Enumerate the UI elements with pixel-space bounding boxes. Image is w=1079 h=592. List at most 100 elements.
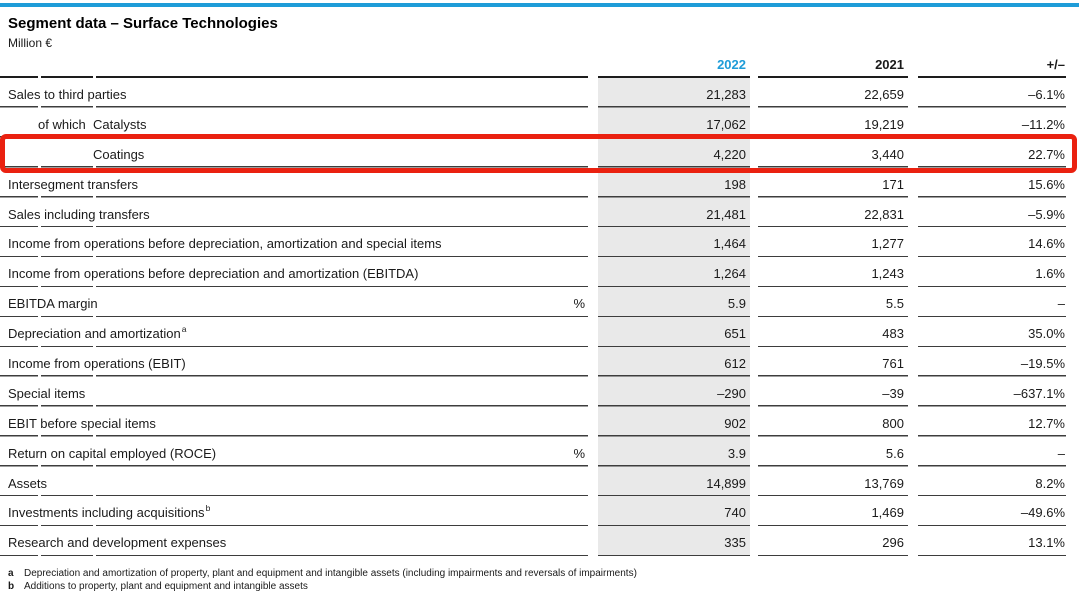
footnote-a-marker: a xyxy=(8,568,14,579)
row-value-change: –5.9% xyxy=(918,197,1066,228)
footnote-b-marker: b xyxy=(8,580,15,592)
row-label-cell: Sales including transfers xyxy=(0,197,588,228)
row-value-2021: 171 xyxy=(758,167,908,198)
footnotes: a Depreciation and amortization of prope… xyxy=(4,568,637,592)
row-value-2022: 1,464 xyxy=(598,227,750,258)
row-label-cell: Sales to third parties xyxy=(0,78,588,108)
row-value-change: 1.6% xyxy=(918,257,1066,288)
row-value-2021: 3,440 xyxy=(758,137,908,168)
header-2022: 2022 xyxy=(598,54,750,78)
row-footnote-ref: a xyxy=(181,324,187,335)
unit-label: Million € xyxy=(8,36,53,50)
row-value-2022: 1,264 xyxy=(598,257,750,288)
row-value-change: –19.5% xyxy=(918,347,1066,377)
row-value-2021: 5.5 xyxy=(758,287,908,318)
footnote-b-text: Additions to property, plant and equipme… xyxy=(24,580,308,592)
row-value-2022: –290 xyxy=(598,376,750,407)
row-value-2021: 19,219 xyxy=(758,107,908,138)
table-row: Sales including transfers 21,481 22,831 … xyxy=(0,197,1066,228)
row-value-2022: 3.9 xyxy=(598,436,750,467)
row-unit: % xyxy=(573,296,585,312)
header-2021: 2021 xyxy=(758,54,908,78)
row-label-cell: Coatings xyxy=(0,137,588,168)
row-value-change: –6.1% xyxy=(918,78,1066,108)
row-value-2021: 22,659 xyxy=(758,78,908,108)
segment-data-table: 2022 2021 +/– Sales to third parties 21,… xyxy=(0,54,1066,557)
table-row: EBITDA margin % 5.9 5.5 – xyxy=(0,287,1066,318)
table-row: Income from operations before depreciati… xyxy=(0,227,1066,258)
row-label-text: Income from operations (EBIT) xyxy=(8,355,186,371)
table-row: Intersegment transfers 198 171 15.6% xyxy=(0,167,1066,198)
row-value-2021: 22,831 xyxy=(758,197,908,228)
row-value-change: 12.7% xyxy=(918,406,1066,437)
row-label-text: Sales including transfers xyxy=(8,206,150,222)
row-value-change: –637.1% xyxy=(918,376,1066,407)
row-label-cell: EBITDA margin % xyxy=(0,287,588,318)
row-label-cell: EBIT before special items xyxy=(0,406,588,437)
row-value-2021: 483 xyxy=(758,317,908,348)
table-header-row: 2022 2021 +/– xyxy=(0,54,1066,78)
row-value-2021: 761 xyxy=(758,347,908,377)
row-label-cell: Investments including acquisitions b xyxy=(0,496,588,527)
row-value-2021: 1,277 xyxy=(758,227,908,258)
row-value-change: –11.2% xyxy=(918,107,1066,138)
row-value-2022: 740 xyxy=(598,496,750,527)
footnote-b: b Additions to property, plant and equip… xyxy=(4,581,637,592)
row-label-cell: Special items xyxy=(0,376,588,407)
row-value-2022: 651 xyxy=(598,317,750,348)
row-label-cell: Income from operations before depreciati… xyxy=(0,257,588,288)
table-row: Special items –290 –39 –637.1% xyxy=(0,376,1066,407)
table-row: Sales to third parties 21,283 22,659 –6.… xyxy=(0,78,1066,108)
row-label-text: Special items xyxy=(8,385,86,401)
table-row: Research and development expenses 335 29… xyxy=(0,526,1066,557)
table-row: Income from operations (EBIT) 612 761 –1… xyxy=(0,347,1066,377)
row-value-change: 14.6% xyxy=(918,227,1066,258)
row-value-change: 15.6% xyxy=(918,167,1066,198)
row-value-2022: 612 xyxy=(598,347,750,377)
row-label-text: Assets xyxy=(8,475,48,491)
row-value-2021: 5.6 xyxy=(758,436,908,467)
header-change: +/– xyxy=(918,54,1066,78)
row-label-cell: Assets xyxy=(0,466,588,497)
row-label-cell: Return on capital employed (ROCE) % xyxy=(0,436,588,467)
page-title: Segment data – Surface Technologies xyxy=(8,15,278,32)
row-value-change: 22.7% xyxy=(918,137,1066,168)
row-label-text: Depreciation and amortization xyxy=(8,326,181,342)
row-value-2022: 4,220 xyxy=(598,137,750,168)
top-accent-rule xyxy=(0,3,1079,7)
table-row: Depreciation and amortization a 651 483 … xyxy=(0,317,1066,348)
row-label-cell: of which Catalysts xyxy=(0,107,588,138)
row-value-2021: 800 xyxy=(758,406,908,437)
row-unit: % xyxy=(573,445,585,461)
table-row: Investments including acquisitions b 740… xyxy=(0,496,1066,527)
row-label-text: EBIT before special items xyxy=(8,415,156,431)
table-row: Assets 14,899 13,769 8.2% xyxy=(0,466,1066,497)
row-value-change: 35.0% xyxy=(918,317,1066,348)
row-value-2022: 335 xyxy=(598,526,750,557)
row-label-text: Catalysts xyxy=(93,116,147,132)
row-value-2021: 1,469 xyxy=(758,496,908,527)
table-body: Sales to third parties 21,283 22,659 –6.… xyxy=(0,78,1066,557)
row-label-text: Income from operations before depreciati… xyxy=(8,266,419,282)
row-value-2022: 5.9 xyxy=(598,287,750,318)
row-value-2022: 902 xyxy=(598,406,750,437)
row-value-change: 13.1% xyxy=(918,526,1066,557)
table-row: of which Catalysts 17,062 19,219 –11.2% xyxy=(0,107,1066,138)
table-row: Coatings 4,220 3,440 22.7% xyxy=(0,137,1066,168)
row-value-2022: 21,283 xyxy=(598,78,750,108)
row-value-2022: 14,899 xyxy=(598,466,750,497)
row-value-2021: 1,243 xyxy=(758,257,908,288)
row-label-cell: Income from operations (EBIT) xyxy=(0,347,588,377)
row-label-prefix: of which xyxy=(38,116,86,132)
table-row: Income from operations before depreciati… xyxy=(0,257,1066,288)
row-label-text: Return on capital employed (ROCE) xyxy=(8,445,217,461)
row-label-text: Research and development expenses xyxy=(8,535,227,551)
row-label-text: EBITDA margin xyxy=(8,296,98,312)
row-label-cell: Depreciation and amortization a xyxy=(0,317,588,348)
row-label-text: Investments including acquisitions xyxy=(8,505,205,521)
row-value-2021: 13,769 xyxy=(758,466,908,497)
row-label-text: Coatings xyxy=(93,146,145,162)
table-row: Return on capital employed (ROCE) % 3.9 … xyxy=(0,436,1066,467)
row-label-text: Sales to third parties xyxy=(8,86,127,102)
